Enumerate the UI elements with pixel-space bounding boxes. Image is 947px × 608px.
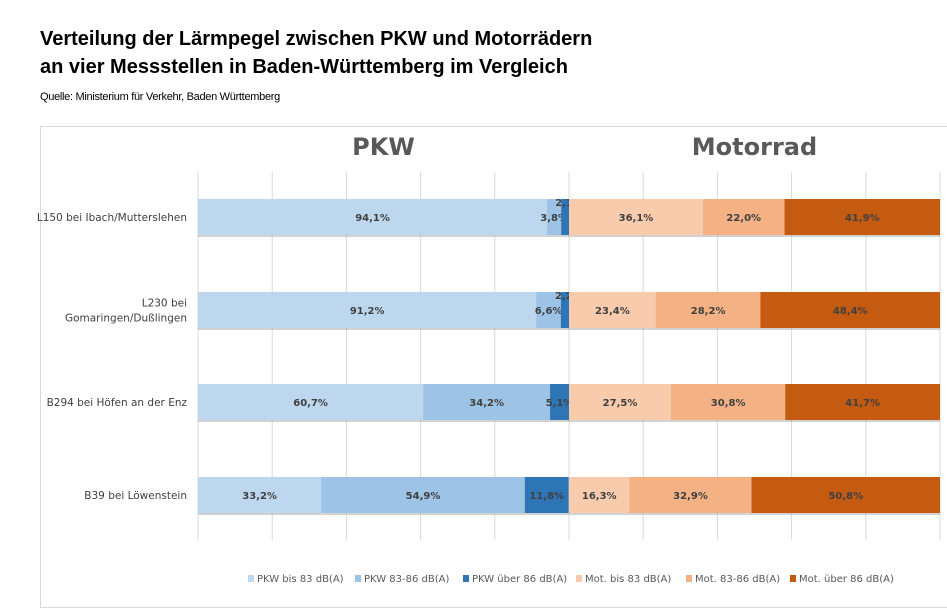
bar-segment [751, 477, 940, 513]
legend-entry: PKW bis 83 dB(A) [257, 574, 344, 585]
bar-segment [536, 292, 561, 328]
bar-segment [629, 477, 752, 513]
data-label: 94,1% [355, 213, 390, 224]
data-label: 16,3% [582, 491, 617, 502]
data-label: 54,9% [406, 491, 441, 502]
bar-segment [547, 199, 562, 235]
bar-segment [560, 292, 569, 328]
legend-swatch [355, 575, 361, 582]
bar-segment [550, 384, 569, 420]
bar-segment [784, 199, 940, 235]
data-label: 32,9% [673, 491, 708, 502]
data-label: 3,8% [540, 213, 568, 224]
bar-segment [655, 292, 761, 328]
data-label: 23,4% [595, 306, 630, 317]
data-label: 28,2% [691, 306, 726, 317]
data-label: 60,7% [293, 398, 328, 409]
legend-entry: PKW über 86 dB(A) [472, 574, 567, 585]
data-label: 36,1% [619, 213, 654, 224]
bar-segment [524, 477, 569, 513]
data-label: 33,2% [242, 491, 277, 502]
panel-header-motorrad: Motorrad [692, 133, 817, 161]
data-label: 34,2% [469, 398, 504, 409]
bar-segment [198, 292, 537, 328]
data-label: 11,8% [529, 491, 564, 502]
chart-title-line2: an vier Messstellen in Baden-Württemberg… [40, 56, 568, 78]
category-label: L230 bei [142, 298, 187, 310]
data-label: 50,8% [828, 491, 863, 502]
data-label: 91,2% [350, 306, 385, 317]
bar-segment [321, 477, 525, 513]
bar-segment [569, 384, 672, 420]
data-label: 6,6% [535, 306, 563, 317]
data-label: 41,9% [845, 213, 880, 224]
category-label: B39 bei Löwenstein [84, 490, 187, 502]
legend-entry: PKW 83-86 dB(A) [364, 574, 449, 585]
bar-segment [561, 199, 569, 235]
bar-segment [198, 477, 322, 513]
data-label: 22,0% [726, 213, 761, 224]
legend-swatch [463, 575, 469, 582]
chart-title-line1: Verteilung der Lärmpegel zwischen PKW un… [40, 28, 593, 50]
bar-segment [423, 384, 551, 420]
bar-segment [702, 199, 785, 235]
category-label: Gomaringen/Dußlingen [65, 313, 187, 325]
data-label: 2,2% [555, 291, 583, 302]
bar-segment [569, 292, 656, 328]
bar-segment [760, 292, 940, 328]
data-label: 41,7% [845, 398, 880, 409]
panel-header-pkw: PKW [352, 133, 415, 161]
legend-swatch [576, 575, 582, 582]
data-label: 30,8% [711, 398, 746, 409]
category-label: L150 bei Ibach/Mutterslehen [37, 212, 187, 224]
source-note: Quelle: Ministerium für Verkehr, Baden W… [40, 91, 280, 103]
bar-segment [785, 384, 940, 420]
legend-entry: Mot. bis 83 dB(A) [585, 574, 671, 585]
legend-entry: Mot. über 86 dB(A) [799, 574, 894, 585]
bar-segment [569, 477, 630, 513]
bar-segment [198, 384, 424, 420]
legend-swatch [248, 575, 254, 582]
bar-segment [671, 384, 786, 420]
legend-entry: Mot. 83-86 dB(A) [695, 574, 780, 585]
data-label: 5,1% [546, 398, 574, 409]
category-label: B294 bei Höfen an der Enz [47, 397, 188, 409]
data-label: 27,5% [603, 398, 638, 409]
data-label: 48,4% [833, 306, 868, 317]
bar-segment [198, 199, 548, 235]
legend-swatch [686, 575, 692, 582]
legend-swatch [790, 575, 796, 582]
bar-segment [569, 199, 703, 235]
